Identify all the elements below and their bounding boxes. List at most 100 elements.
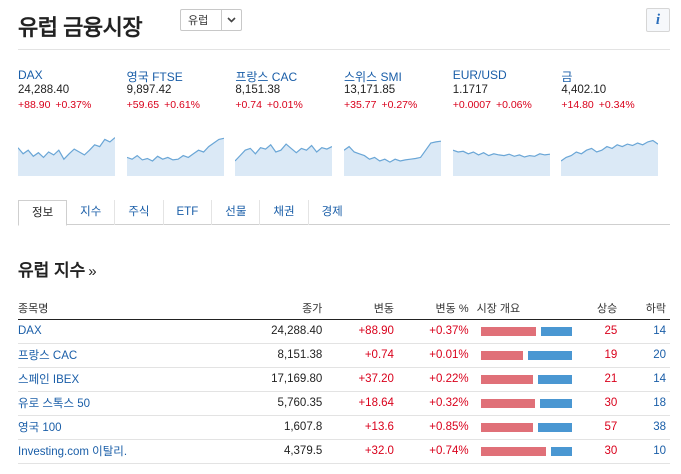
row-declines: 14	[621, 319, 670, 344]
row-name-link[interactable]: 유로 스톡스 50	[18, 391, 188, 416]
section-title[interactable]: 유럽 지수»	[18, 256, 97, 281]
quote-name[interactable]: 스위스 SMI	[344, 70, 402, 84]
table-row[interactable]: 스페인 IBEX 17,169.80 +37.20 +0.22% 21 14	[18, 367, 670, 392]
col-header-name[interactable]: 종목명	[18, 298, 188, 320]
col-header-chg-pct[interactable]: 변동 %	[397, 298, 473, 320]
quote-card[interactable]: EUR/USD 1.1717 +0.0007 +0.06%	[452, 68, 562, 178]
market-tabs: 정보 지수 주식 ETF 선물 채권 경제	[18, 200, 670, 226]
row-advances: 19	[575, 343, 622, 368]
quote-change-pct: +0.34%	[598, 99, 635, 111]
quote-change-pct: +0.06%	[495, 99, 532, 111]
sparkline-line	[452, 149, 550, 158]
quote-name[interactable]: 영국 FTSE	[126, 70, 183, 84]
quote-change: +59.65 +0.61%	[127, 99, 236, 113]
row-change: +13.6	[326, 415, 398, 440]
row-change-pct: +0.01%	[397, 343, 473, 368]
row-declines: 14	[621, 367, 670, 392]
row-advances: 57	[575, 415, 622, 440]
quote-name[interactable]: 금	[561, 70, 573, 84]
row-change-pct: +0.22%	[397, 367, 473, 392]
row-advances: 21	[575, 367, 622, 392]
table-row[interactable]: DAX 24,288.40 +88.90 +0.37% 25 14	[18, 319, 670, 344]
row-declines: 38	[621, 415, 670, 440]
sparkline-area	[561, 140, 659, 176]
quote-change-pct: +0.61%	[164, 99, 200, 111]
market-overview-bar	[472, 439, 576, 464]
market-overview-bar	[472, 343, 576, 368]
quote-card[interactable]: DAX 24,288.40 +88.90 +0.37%	[18, 68, 127, 178]
table-row[interactable]: Investing.com 이탈리. 4,379.5 +32.0 +0.74% 30 10	[18, 439, 670, 464]
row-last: 24,288.40	[187, 319, 327, 344]
quote-card[interactable]: 금 4,402.10 +14.80 +0.34%	[561, 68, 670, 178]
row-change: +0.74	[326, 343, 398, 368]
quote-change: +0.0007 +0.06%	[453, 99, 562, 113]
sparkline-chart	[452, 149, 550, 176]
row-declines: 20	[621, 343, 670, 368]
tab-economy[interactable]: 경제	[321, 206, 343, 218]
row-last: 17,169.80	[187, 367, 327, 392]
region-select[interactable]: 유럽	[180, 9, 242, 31]
quote-change-abs: +88.90	[18, 99, 51, 111]
quote-change-pct: +0.27%	[381, 99, 418, 111]
sparkline-chart	[561, 139, 659, 176]
col-header-adv[interactable]: 상승	[575, 298, 622, 320]
row-name-link[interactable]: 스페인 IBEX	[18, 367, 188, 392]
table-row[interactable]: 유로 스톡스 50 5,760.35 +18.64 +0.32% 30 18	[18, 391, 670, 416]
advance-bar	[480, 374, 533, 384]
bar-gap	[534, 398, 540, 408]
quote-card[interactable]: 스위스 SMI 13,171.85 +35.77 +0.27%	[344, 68, 453, 178]
row-change: +18.64	[326, 391, 398, 416]
market-overview-bar	[472, 415, 576, 440]
quote-price: 8,151.38	[235, 84, 281, 96]
quote-name[interactable]: DAX	[18, 68, 43, 82]
col-header-last[interactable]: 종가	[187, 298, 327, 320]
quote-change-abs: +59.65	[126, 99, 160, 111]
indices-table: 종목명 종가 변동 변동 % 시장 개요 상승 하락 DAX 24,288.40 +…	[18, 298, 670, 464]
tab-indices[interactable]: 지수	[67, 200, 116, 225]
row-change-pct: +0.32%	[397, 391, 473, 416]
quote-change-pct: +0.01%	[266, 99, 303, 111]
sparkline-area	[344, 141, 442, 176]
quote-strip: DAX 24,288.40 +88.90 +0.37% 영국 FTSE 9,897…	[18, 68, 670, 178]
row-name-link[interactable]: 프랑스 CAC	[18, 343, 188, 368]
bar-gap	[532, 422, 538, 432]
tab-futures[interactable]: 선물	[212, 200, 261, 225]
quote-card[interactable]: 영국 FTSE 9,897.42 +59.65 +0.61%	[126, 68, 236, 178]
quote-name[interactable]: EUR/USD	[452, 68, 507, 82]
quote-card[interactable]: 프랑스 CAC 8,151.38 +0.74 +0.01%	[235, 68, 344, 178]
sparkline-area	[235, 144, 333, 176]
info-icon[interactable]: i	[646, 8, 670, 32]
tab-info[interactable]: 정보	[18, 200, 68, 226]
sparkline-area	[126, 138, 224, 176]
row-last: 8,151.38	[187, 343, 327, 368]
col-header-overview: 시장 개요	[472, 298, 576, 320]
row-advances: 30	[575, 439, 622, 464]
sparkline-chart	[18, 137, 115, 176]
table-row[interactable]: 영국 100 1,607.8 +13.6 +0.85% 57 38	[18, 415, 670, 440]
row-last: 4,379.5	[187, 439, 327, 464]
table-row[interactable]: 프랑스 CAC 8,151.38 +0.74 +0.01% 19 20	[18, 343, 670, 368]
col-header-chg[interactable]: 변동	[326, 298, 398, 320]
row-name-link[interactable]: 영국 100	[18, 415, 188, 440]
col-header-dec[interactable]: 하락	[621, 298, 670, 320]
decline-bar	[537, 422, 572, 432]
quote-name[interactable]: 프랑스 CAC	[235, 70, 298, 84]
sparkline-line	[235, 143, 333, 162]
sparkline-line	[18, 137, 115, 161]
tab-etf[interactable]: ETF	[164, 200, 213, 225]
bar-gap	[535, 326, 541, 336]
more-arrow-icon[interactable]: »	[88, 263, 97, 280]
row-name-link[interactable]: DAX	[18, 319, 188, 344]
decline-bar	[527, 350, 572, 360]
tab-bonds[interactable]: 채권	[260, 200, 309, 225]
quote-price: 4,402.10	[561, 84, 607, 96]
tab-stocks[interactable]: 주식	[115, 200, 164, 225]
quote-change-abs: +0.0007	[452, 99, 491, 111]
decline-bar	[550, 446, 572, 456]
row-change: +32.0	[326, 439, 398, 464]
quote-change-abs: +0.74	[235, 99, 262, 111]
quote-change: +88.90 +0.37%	[18, 99, 127, 113]
bar-gap	[532, 374, 538, 384]
row-name-link[interactable]: Investing.com 이탈리.	[18, 439, 188, 464]
section-title-text[interactable]: 유럽 지수	[18, 261, 86, 280]
